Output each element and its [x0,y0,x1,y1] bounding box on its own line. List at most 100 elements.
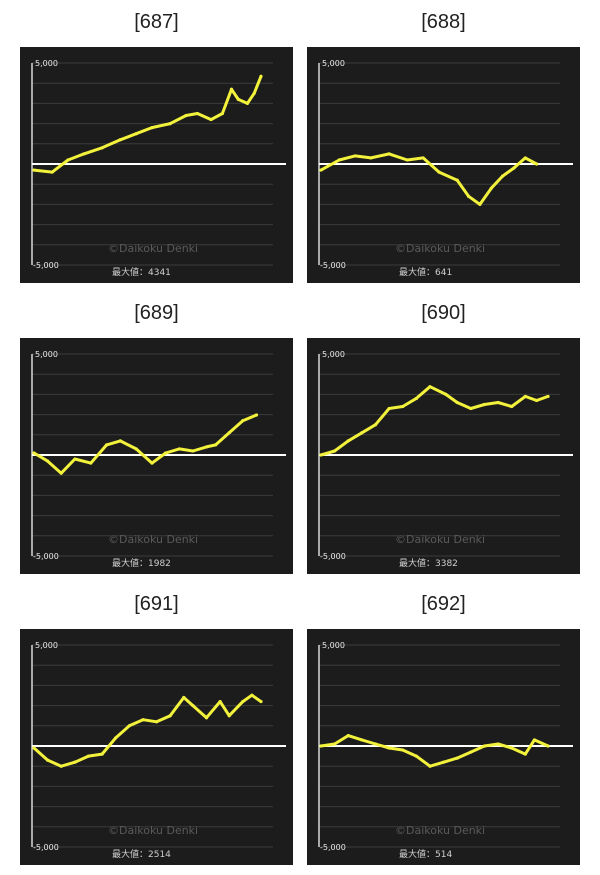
chart-svg: 5,000 -5,000 ©Daikoku Denki 最大値：4341 [31,59,286,278]
data-point [141,718,145,722]
data-point [241,699,245,704]
data-point [337,158,341,162]
data-point [32,168,36,172]
data-point [184,113,188,118]
series-line [319,152,539,206]
data-point [154,720,159,724]
data-point [501,174,505,178]
chart-svg: 5,000 -5,000 ©Daikoku Denki 最大値：3382 [318,350,573,569]
max-value-label: 最大値：3382 [399,557,458,569]
data-point [319,453,323,457]
data-point [455,400,459,405]
data-point [114,736,118,740]
data-point [227,431,231,435]
data-point [546,394,550,399]
data-point [428,385,432,389]
data-point [105,443,109,447]
data-point [191,449,195,453]
watermark: ©Daikoku Denki [108,533,198,546]
data-point [441,760,446,764]
data-point [254,413,259,417]
data-point [50,170,54,174]
y-tick-top: 5,000 [322,350,345,359]
data-point [32,451,36,455]
data-point [466,194,471,198]
max-value-label: 最大値：514 [399,848,452,860]
data-point [66,158,70,162]
y-tick-top: 5,000 [35,641,58,650]
data-point [428,764,432,768]
data-point [523,752,527,756]
y-tick-bottom: -5,000 [320,261,346,270]
data-point [214,443,218,447]
data-point [360,431,364,435]
data-point [387,406,391,411]
chart-title: [689] [134,302,179,324]
data-point [46,459,50,463]
data-point [414,396,418,401]
data-point [532,738,536,742]
y-tick-bottom: -5,000 [320,843,346,852]
data-point [469,406,473,411]
data-point [191,704,195,708]
data-point [118,439,122,443]
chart-svg: 5,000 -5,000 ©Daikoku Denki 最大値：2514 [31,641,286,860]
data-point [387,152,391,156]
watermark: ©Daikoku Denki [108,242,198,255]
y-tick-top: 5,000 [35,59,58,68]
data-point [510,746,514,750]
series-line [32,74,263,174]
data-point [168,714,172,718]
max-value-label: 最大値：641 [399,266,452,278]
y-tick-top: 5,000 [322,59,345,68]
chart-svg: 5,000 -5,000 ©Daikoku Denki 最大値：514 [318,641,573,860]
data-point [168,122,172,126]
data-point [360,738,364,742]
data-point [469,750,473,754]
data-point [546,744,550,748]
chart-panel: 5,000 -5,000 ©Daikoku Denki 最大値：514 [307,629,580,865]
data-point [496,400,500,405]
data-point [346,439,350,443]
data-point [204,445,209,449]
data-point [319,168,323,172]
chart-cell-692: [692] 5,000 -5,000 ©Daikoku Denki 最大値：514 [307,582,580,865]
max-value-label: 最大値：2514 [112,848,171,860]
data-point [59,471,63,475]
data-point [73,760,77,764]
y-tick-bottom: -5,000 [320,552,346,561]
data-point [250,693,254,697]
data-point [89,461,93,465]
data-point [100,146,104,150]
data-point [229,87,234,91]
chart-svg: 5,000 -5,000 ©Daikoku Denki 最大値：641 [318,59,573,278]
data-point [523,156,527,160]
data-point [73,457,77,461]
data-point [46,758,50,762]
data-point [204,716,209,720]
series-line [319,385,550,457]
data-point [150,461,154,465]
chart-title: [688] [421,11,466,33]
data-point [535,398,539,403]
data-point [421,156,425,160]
data-point [118,138,122,142]
data-point [177,447,181,451]
data-point [86,754,91,758]
data-point [209,117,213,122]
data-point [59,764,63,768]
chart-cell-688: [688] 5,000 -5,000 ©Daikoku Denki 最大値：641 [307,0,580,283]
data-point [455,178,459,182]
y-tick-top: 5,000 [322,641,345,650]
chart-title: [690] [421,302,466,324]
data-point [444,392,448,396]
series-line [32,413,258,475]
watermark: ©Daikoku Denki [395,824,485,837]
data-point [150,126,154,130]
data-point [100,752,104,756]
data-point [401,404,405,409]
data-point [455,756,459,760]
data-point [218,699,222,704]
y-tick-top: 5,000 [35,350,58,359]
data-point [523,394,527,399]
